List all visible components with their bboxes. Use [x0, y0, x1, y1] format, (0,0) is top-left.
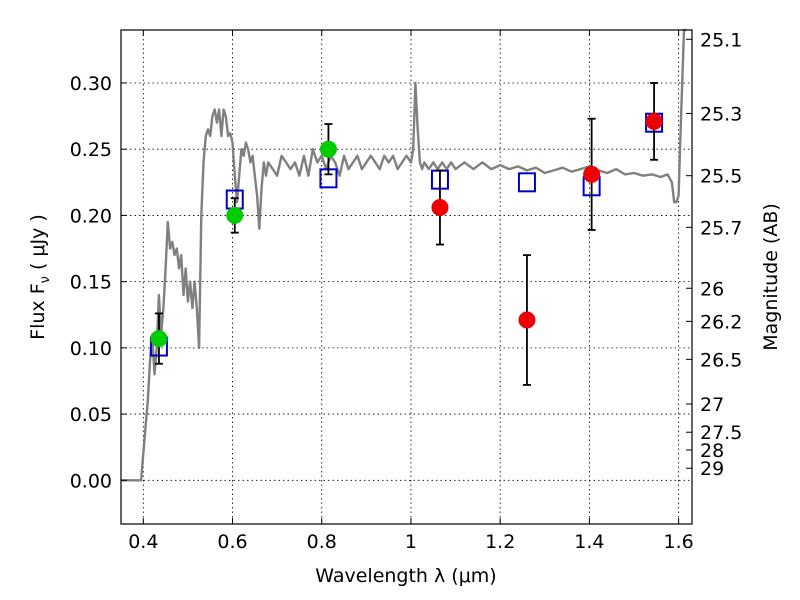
observed-flux-point [518, 311, 536, 329]
observed-flux-point [319, 140, 337, 158]
y-tick-label: 0.25 [70, 139, 112, 161]
model-spectrum-line [121, 28, 687, 482]
right-tick-label: 25.7 [700, 217, 742, 239]
plot-frame [120, 29, 693, 525]
y-tick-label: 0.30 [70, 73, 112, 95]
right-tick-label: 28 [700, 440, 724, 462]
observed-flux-point [150, 330, 168, 348]
observed-flux-point [226, 206, 244, 224]
right-tick-label: 25.5 [700, 166, 742, 188]
y-tick-label: 0.00 [70, 470, 112, 492]
x-tick-label: 1 [405, 531, 417, 553]
right-tick-label: 27.5 [700, 422, 742, 444]
model-photometry-square [517, 172, 536, 193]
y-tick-label: 0.10 [70, 338, 112, 360]
x-axis-title: Wavelength λ (μm) [315, 565, 496, 587]
observed-flux-point [645, 112, 663, 130]
y-tick-label: 0.20 [70, 205, 112, 227]
right-tick-label: 26.5 [700, 349, 742, 371]
plot-background [121, 30, 692, 524]
ticks: 0.4 0.6 0.8 1 1.2 1.4 1.6 0.00 0.05 0.10 0.15 0.20 0… [70, 29, 743, 553]
data-layer [121, 28, 687, 482]
y-axis-title: Flux Fν ( μJy ) [27, 214, 53, 340]
grid [121, 30, 692, 524]
observed-flux-point [583, 165, 601, 183]
x-tick-label: 1.4 [574, 531, 604, 553]
right-tick-label: 29 [700, 458, 724, 480]
right-tick-label: 26.2 [700, 311, 742, 333]
x-tick-label: 0.8 [307, 531, 337, 553]
y-axis-title-subscript: ν [38, 276, 53, 283]
y-tick-label: 0.05 [70, 404, 112, 426]
right-tick-label: 27 [700, 394, 724, 416]
y-axis-title-main: Flux F [27, 283, 49, 339]
x-tick-label: 0.4 [128, 531, 158, 553]
right-axis-title: Magnitude (AB) [760, 203, 782, 351]
x-tick-label: 0.6 [217, 531, 247, 553]
right-tick-label: 26 [700, 278, 724, 300]
y-axis-title-unit: ( μJy ) [27, 214, 49, 276]
y-tick-label: 0.15 [70, 272, 112, 294]
right-tick-label: 25.1 [700, 29, 742, 51]
x-tick-label: 1.2 [485, 531, 515, 553]
observed-flux-point [431, 198, 449, 216]
x-tick-label: 1.6 [664, 531, 694, 553]
right-tick-label: 25.3 [700, 103, 742, 125]
